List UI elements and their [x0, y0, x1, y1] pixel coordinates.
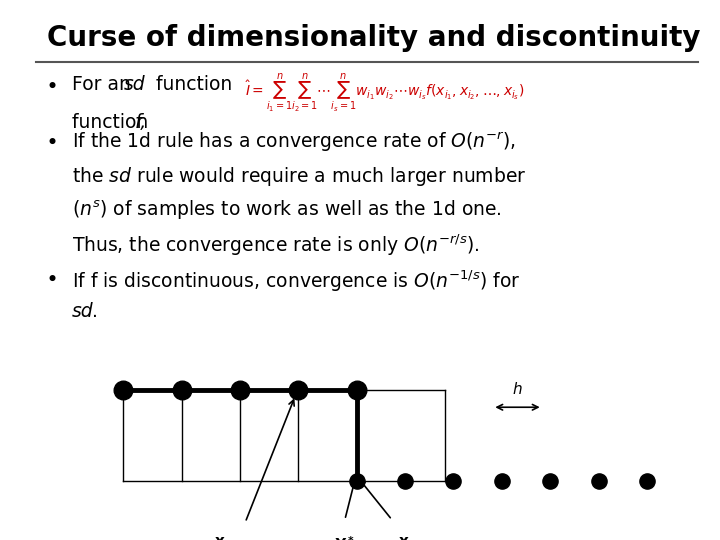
Point	[176, 386, 187, 395]
Text: If the 1d rule has a convergence rate of $O(n^{-r})$,: If the 1d rule has a convergence rate of…	[72, 131, 516, 154]
Text: Thus, the convergence rate is only $O(n^{-r/s})$.: Thus, the convergence rate is only $O(n^…	[72, 233, 480, 258]
Point	[593, 477, 605, 485]
Point	[351, 386, 362, 395]
Text: $\bullet$: $\bullet$	[45, 75, 56, 94]
Text: function: function	[72, 113, 154, 132]
Text: $\hat{I} = \sum_{i_1=1}^{n} \sum_{i_2=1}^{n} \cdots \sum_{i_s=1}^{n} w_{i_1} w_{: $\hat{I} = \sum_{i_1=1}^{n} \sum_{i_2=1}…	[245, 71, 524, 114]
Text: $\mathbf{X^*}$: $\mathbf{X^*}$	[334, 536, 356, 540]
Text: the $sd$ rule would require a much larger number: the $sd$ rule would require a much large…	[72, 165, 526, 188]
Text: sd: sd	[72, 302, 94, 321]
Point	[400, 477, 411, 485]
Text: h: h	[513, 382, 522, 397]
Text: If f is discontinuous, convergence is $O(n^{-1/s})$ for: If f is discontinuous, convergence is $O…	[72, 268, 521, 294]
Text: .: .	[92, 302, 98, 321]
Text: $\bullet$: $\bullet$	[45, 131, 56, 151]
Text: $(n^s)$ of samples to work as well as the 1d one.: $(n^s)$ of samples to work as well as th…	[72, 199, 502, 222]
Text: sd: sd	[124, 75, 145, 93]
Text: $\mathbf{x_{i+1}}$: $\mathbf{x_{i+1}}$	[398, 536, 433, 540]
Point	[292, 386, 304, 395]
Text: For an: For an	[72, 75, 137, 93]
Point	[351, 477, 362, 485]
Point	[496, 477, 508, 485]
Point	[234, 386, 246, 395]
Point	[448, 477, 459, 485]
Text: function: function	[144, 75, 238, 93]
Point	[642, 477, 653, 485]
Text: $\bullet$: $\bullet$	[45, 268, 56, 288]
Text: $\mathbf{x_i}$: $\mathbf{x_i}$	[214, 536, 229, 540]
Text: Curse of dimensionality and discontinuity: Curse of dimensionality and discontinuit…	[47, 24, 701, 52]
Text: f,: f,	[135, 113, 147, 132]
Point	[117, 386, 129, 395]
Point	[544, 477, 556, 485]
